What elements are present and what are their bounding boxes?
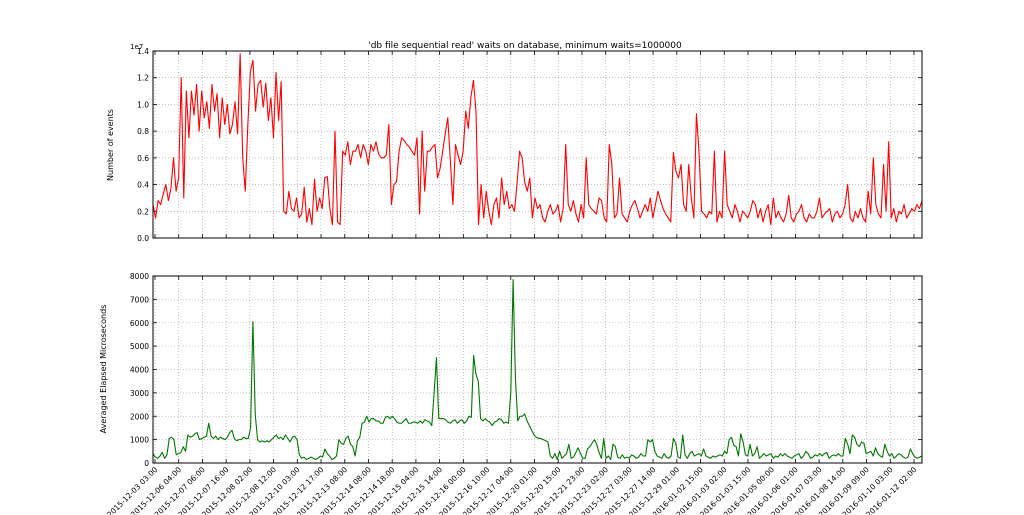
- y-tick-label: 6000: [130, 319, 149, 328]
- y-tick-label: 0.0: [137, 234, 149, 243]
- top-series-line: [152, 53, 923, 226]
- y-tick-label: 1.2: [137, 74, 149, 83]
- y-tick-label: 8000: [130, 272, 149, 281]
- top-chart: 0.0 0.2 0.4 0.6 0.8 1.0 1.2 1.4 1e7 Number of e…: [106, 43, 923, 243]
- top-grid: [153, 51, 922, 238]
- bottom-plot-frame: [152, 275, 923, 464]
- y-tick-label: 5000: [130, 342, 149, 351]
- bottom-series: [152, 278, 923, 461]
- bottom-grid: [153, 276, 922, 463]
- y-tick-label: 0.4: [137, 181, 149, 190]
- y-tick-label: 0: [144, 459, 149, 468]
- y-tick-label: 1.4: [137, 47, 149, 56]
- chart-title: 'db file sequential read' waits on datab…: [368, 41, 682, 51]
- top-y-axis-label: Number of events: [106, 109, 115, 181]
- bottom-series-line: [152, 278, 923, 461]
- y-tick-label: 7000: [130, 295, 149, 304]
- bottom-y-axis-label: Averaged Elapsed Microseconds: [99, 305, 108, 434]
- y-tick-label: 4000: [130, 366, 149, 375]
- y-tick-label: 3000: [130, 389, 149, 398]
- y-tick-label: 0.2: [137, 207, 149, 216]
- top-y-offset-label: 1e7: [130, 43, 143, 51]
- top-series: [152, 53, 923, 226]
- y-tick-label: 0.6: [137, 154, 149, 163]
- top-x-tick-marks: [154, 51, 915, 238]
- y-tick-label: 1.0: [137, 100, 149, 109]
- top-y-ticks: 0.0 0.2 0.4 0.6 0.8 1.0 1.2 1.4: [137, 47, 922, 243]
- y-tick-label: 0.8: [137, 127, 149, 136]
- bottom-y-ticks: 0 1000 2000 3000 4000 5000 6000 7000 8000: [130, 272, 922, 468]
- top-plot-frame: [152, 50, 923, 239]
- y-tick-label: 2000: [130, 412, 149, 421]
- y-tick-label: 1000: [130, 436, 149, 445]
